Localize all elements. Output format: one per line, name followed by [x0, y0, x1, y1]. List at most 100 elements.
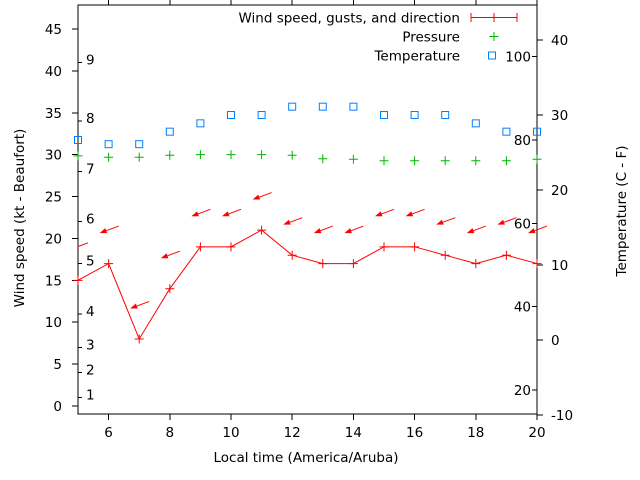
gust-direction-arrow — [252, 192, 272, 200]
wind-tick-label: 30 — [45, 148, 62, 164]
x-tick-label: 14 — [345, 425, 362, 441]
wind-point — [410, 242, 420, 252]
legend-label: Temperature — [373, 49, 460, 65]
pressure-point — [410, 156, 420, 166]
temperature-point — [135, 140, 144, 149]
beaufort-label: 6 — [86, 212, 95, 228]
temperature-point — [380, 111, 388, 120]
fahrenheit-label: 40 — [514, 300, 531, 316]
pressure-point — [134, 152, 144, 162]
beaufort-label: 1 — [86, 388, 95, 404]
wind-point — [318, 259, 328, 269]
pressure-point — [73, 151, 83, 161]
temperature-point — [410, 111, 419, 120]
x-tick-label: 6 — [104, 425, 113, 441]
wind-point — [471, 259, 481, 269]
beaufort-label: 9 — [86, 53, 95, 69]
pressure-point — [348, 154, 358, 164]
gust-direction-arrow — [405, 208, 425, 217]
pressure-point — [532, 154, 542, 164]
x-tick-label: 10 — [222, 425, 239, 441]
wind-tick-label: 35 — [45, 106, 62, 122]
pressure-point — [318, 154, 328, 164]
x-tick-label: 12 — [284, 425, 301, 441]
wind-point — [195, 242, 205, 252]
beaufort-label: 7 — [86, 161, 95, 177]
legend: Wind speed, gusts, and direction Pressure… — [238, 11, 518, 65]
fahrenheit-label: 20 — [514, 383, 531, 399]
temperature-point — [502, 127, 511, 136]
temp-c-tick-label: 30 — [551, 108, 568, 124]
temperature-point — [349, 102, 358, 111]
gust-direction-arrow — [528, 225, 548, 234]
wind-tick-label: 45 — [45, 22, 62, 38]
temperature-point — [471, 119, 480, 128]
fahrenheit-label: 100 — [505, 50, 531, 66]
legend-label: Wind speed, gusts, and direction — [238, 11, 460, 27]
wind-point — [134, 334, 144, 344]
temperature-series — [74, 102, 541, 149]
pressure-point — [104, 152, 114, 162]
pressure-point — [165, 150, 175, 160]
pressure-point — [287, 150, 297, 160]
x-axis-title: Local time (America/Aruba) — [213, 450, 398, 466]
wind-point — [379, 242, 389, 252]
wind-point — [165, 284, 175, 294]
gust-direction-arrow — [344, 225, 364, 234]
wind-point — [440, 250, 450, 260]
pressure-point — [440, 156, 450, 166]
gust-direction-arrow — [436, 217, 456, 225]
gust-direction-arrow — [130, 300, 150, 309]
wind-tick-label: 5 — [53, 357, 62, 373]
x-tick-label: 18 — [467, 425, 484, 441]
gust-direction-arrow — [191, 208, 211, 217]
gust-direction-arrow — [466, 225, 486, 234]
pressure-point — [379, 156, 389, 166]
temperature-point — [227, 111, 235, 120]
plot-frame — [77, 4, 538, 415]
beaufort-label: 2 — [86, 362, 95, 378]
temperature-point — [441, 111, 450, 120]
x-tick-label: 8 — [166, 425, 175, 441]
temp-c-tick-label: 10 — [551, 258, 568, 274]
wind-point — [532, 259, 542, 269]
pressure-point — [257, 150, 267, 160]
temp-c-tick-label: 40 — [551, 33, 568, 49]
temp-axis-title: Temperature (C - F) — [614, 146, 630, 278]
wind-tick-label: 25 — [45, 190, 62, 206]
gust-direction-arrow — [222, 208, 242, 217]
temperature-point — [196, 119, 205, 128]
fahrenheit-label: 60 — [514, 216, 531, 232]
wind-tick-label: 15 — [45, 273, 62, 289]
axis-ticks — [72, 0, 543, 420]
legend-errorbar-sample — [470, 13, 518, 22]
wind-point — [226, 242, 236, 252]
temperature-point — [318, 102, 327, 111]
gust-series — [77, 192, 548, 309]
wind-point — [501, 250, 511, 260]
wind-tick-label: 40 — [45, 64, 62, 80]
wind-axis-title: Wind speed (kt - Beaufort) — [12, 129, 28, 308]
pressure-point — [501, 156, 511, 166]
temp-c-tick-label: 20 — [551, 183, 568, 199]
beaufort-label: 4 — [86, 304, 95, 320]
gust-direction-arrow — [283, 217, 303, 225]
beaufort-label: 3 — [86, 337, 95, 353]
beaufort-label: 8 — [86, 111, 95, 127]
pressure-point — [471, 156, 481, 166]
beaufort-label: 5 — [86, 254, 95, 270]
fahrenheit-label: 80 — [514, 133, 531, 149]
temp-c-tick-label: 0 — [551, 333, 560, 349]
temperature-point — [165, 127, 174, 136]
temperature-point — [288, 102, 297, 111]
wind-line — [77, 229, 538, 341]
pressure-point — [226, 150, 236, 160]
wind-tick-label: 10 — [45, 315, 62, 331]
gust-direction-arrow — [160, 250, 180, 259]
wind-point — [348, 259, 358, 269]
temperature-point — [257, 111, 266, 120]
wind-point — [287, 250, 297, 260]
